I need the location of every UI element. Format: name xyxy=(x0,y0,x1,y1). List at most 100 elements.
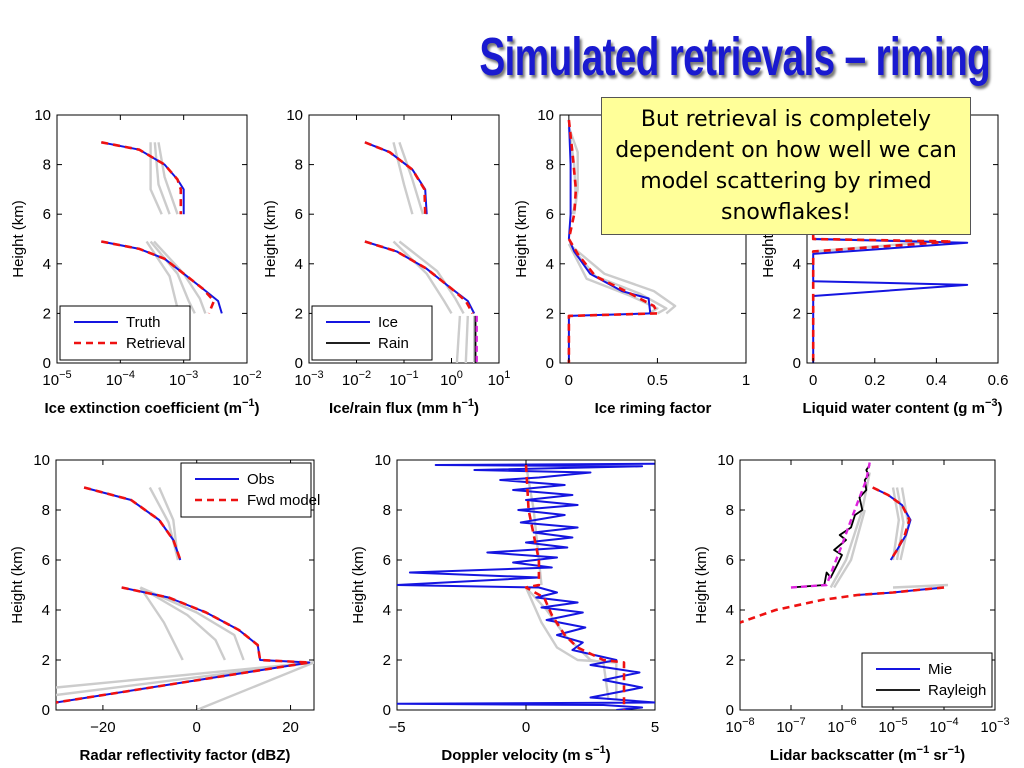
y-tick-label: 6 xyxy=(43,206,51,223)
chart-panel-p5: 0 2 4 6 8 10 −20 0 20 Height (km) Radar reflectivi… xyxy=(9,452,320,764)
legend: Ice Rain xyxy=(311,305,433,361)
plot-lines xyxy=(740,462,949,624)
y-tick-label: 8 xyxy=(295,157,303,174)
y-tick-label: 0 xyxy=(546,355,554,372)
legend-label: Rain xyxy=(378,335,409,352)
ensemble-line xyxy=(139,586,245,661)
ensemble-line xyxy=(139,586,226,661)
legend-label: Retrieval xyxy=(126,335,185,352)
series-line-retrieval xyxy=(101,240,216,314)
y-tick-label: 2 xyxy=(43,305,51,322)
x-tick-label: 10−2 xyxy=(232,369,261,389)
x-tick-label: 10−3 xyxy=(980,716,1009,736)
x-tick-label: 20 xyxy=(282,719,299,736)
ensemble-line xyxy=(153,240,207,314)
y-tick-label: 2 xyxy=(42,652,50,669)
x-tick-label: 10−4 xyxy=(929,716,958,736)
series-line-truth xyxy=(397,462,655,710)
y-tick-label: 0 xyxy=(295,355,303,372)
x-axis-label: Doppler velocity (m s−1) xyxy=(441,744,610,764)
ensemble-line xyxy=(567,243,668,315)
plot-lines xyxy=(567,119,677,363)
y-tick-label: 6 xyxy=(726,552,734,569)
legend-box xyxy=(311,305,433,361)
y-tick-label: 2 xyxy=(793,305,801,322)
legend: Mie Rayleigh xyxy=(861,652,993,708)
y-tick-label: 8 xyxy=(42,502,50,519)
series-line-magenta xyxy=(790,462,871,589)
y-tick-label: 4 xyxy=(42,602,50,619)
y-tick-label: 4 xyxy=(43,256,51,273)
y-tick-label: 10 xyxy=(33,452,50,469)
y-tick-label: 10 xyxy=(717,452,734,469)
y-tick-label: 0 xyxy=(793,355,801,372)
x-tick-label: 0.2 xyxy=(864,372,885,389)
ensemble-line xyxy=(892,583,949,589)
y-tick-label: 0 xyxy=(43,355,51,372)
legend-label: Truth xyxy=(126,314,160,331)
plot-lines xyxy=(364,141,478,363)
y-tick-label: 2 xyxy=(726,652,734,669)
y-tick-label: 6 xyxy=(42,552,50,569)
ensemble-line xyxy=(139,586,184,661)
ensemble-line xyxy=(56,661,314,689)
y-tick-label: 4 xyxy=(295,256,303,273)
plot-lines xyxy=(56,486,314,710)
plot-lines xyxy=(811,115,969,363)
y-tick-label: 2 xyxy=(295,305,303,322)
ensemble-line xyxy=(153,142,171,215)
y-tick-label: 10 xyxy=(286,107,303,124)
y-tick-label: 10 xyxy=(374,452,391,469)
x-tick-label: 10−4 xyxy=(106,369,135,389)
x-tick-label: 10−8 xyxy=(725,716,754,736)
series-line-retrieval xyxy=(872,486,911,561)
y-tick-label: 4 xyxy=(793,256,801,273)
ensemble-line xyxy=(157,142,179,215)
x-tick-label: 5 xyxy=(651,719,659,736)
x-tick-label: 10−1 xyxy=(389,369,418,389)
series-line-retrieval xyxy=(83,486,182,561)
y-axis-label: Height (km) xyxy=(513,200,530,278)
legend: Obs Fwd model xyxy=(180,462,320,518)
x-tick-label: −20 xyxy=(90,719,115,736)
chart-panel-p1: 0 2 4 6 8 10 10−5 10−4 10−3 10−2 Height (km) Ice ex… xyxy=(10,107,262,417)
chart-panel-p2: 0 2 4 6 8 10 10−3 10−2 10−1 100 101 Height (km) Ice/… xyxy=(262,107,510,417)
legend-label: Obs xyxy=(247,471,275,488)
x-tick-label: 10−2 xyxy=(342,369,371,389)
x-tick-label: 10−5 xyxy=(878,716,907,736)
x-axis-label: Lidar backscatter (m−1 sr−1) xyxy=(770,744,965,764)
y-tick-label: 0 xyxy=(726,702,734,719)
y-tick-label: 10 xyxy=(537,107,554,124)
series-line-truth xyxy=(567,119,572,240)
y-tick-label: 8 xyxy=(383,502,391,519)
ensemble-line xyxy=(568,243,677,315)
y-tick-label: 8 xyxy=(726,502,734,519)
x-axis-label: Radar reflectivity factor (dBZ) xyxy=(80,747,291,764)
legend-box xyxy=(59,305,191,361)
x-tick-label: 10−6 xyxy=(827,716,856,736)
x-axis-label: Ice extinction coefficient (m−1) xyxy=(44,397,259,417)
callout-note: But retrieval is completely dependent on… xyxy=(601,97,971,235)
y-axis-label: Height (km) xyxy=(693,546,710,624)
y-axis-label: Height (km) xyxy=(9,546,26,624)
ensemble-line xyxy=(392,240,453,315)
ensemble-line xyxy=(464,315,469,363)
x-tick-label: 101 xyxy=(488,369,511,389)
x-tick-label: 0.6 xyxy=(988,372,1009,389)
legend-label: Ice xyxy=(378,314,398,331)
ensemble-line xyxy=(196,661,314,710)
ensemble-line xyxy=(149,142,163,215)
x-tick-label: 10−3 xyxy=(294,369,323,389)
x-tick-label: 10−3 xyxy=(169,369,198,389)
x-axis-label: Ice riming factor xyxy=(595,400,712,417)
x-tick-label: 10−5 xyxy=(42,369,71,389)
series-line-retrieval xyxy=(524,464,626,710)
series-line-retrieval xyxy=(740,586,945,624)
x-tick-label: 0.4 xyxy=(926,372,947,389)
ensemble-line xyxy=(392,142,414,215)
x-tick-label: 100 xyxy=(440,369,463,389)
y-tick-label: 8 xyxy=(546,157,554,174)
legend-label: Mie xyxy=(928,661,952,678)
x-tick-label: 0 xyxy=(522,719,530,736)
